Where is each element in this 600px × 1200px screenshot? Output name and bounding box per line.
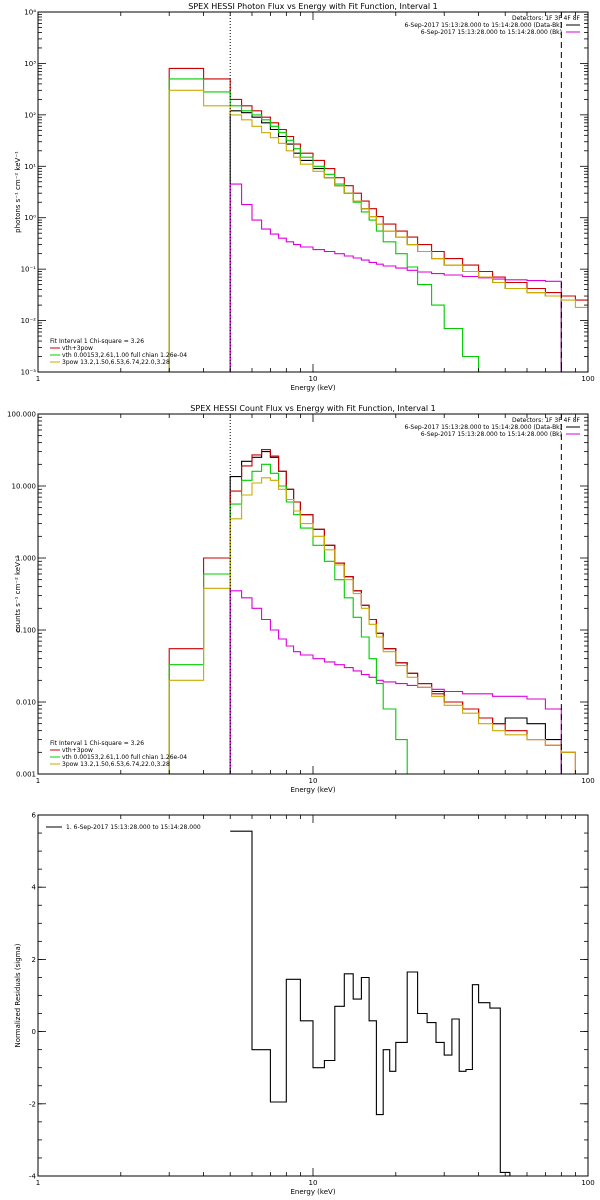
x-tick-label: 10 — [309, 375, 318, 383]
legend-entry: 6-Sep-2017 15:13:28.000 to 15:14:28.000 … — [421, 29, 562, 36]
series-bk — [229, 590, 562, 774]
y-tick-label: 10³ — [24, 60, 36, 68]
series-3pow — [168, 89, 588, 372]
legend-entry: Fit Interval 1 Chi-square = 3.26 — [50, 740, 144, 747]
legend-entry: 6-Sep-2017 15:13:28.000 to 15:14:28.000 … — [421, 431, 562, 438]
legend-entry: vth 0.00153,2.61,1.00 full chian 1.26e-0… — [62, 754, 187, 761]
series-bk — [229, 183, 562, 372]
y-axis-label: photons s⁻¹ cm⁻² keV⁻¹ — [14, 151, 22, 233]
y-tick-label: 0.010 — [16, 699, 36, 707]
x-axis-label: Energy (keV) — [290, 786, 335, 794]
y-tick-label: 1.000 — [16, 555, 36, 563]
y-tick-label: 10⁻¹ — [21, 266, 37, 274]
x-tick-label: 1 — [36, 1179, 40, 1187]
series-vth — [168, 78, 480, 372]
y-tick-label: 10⁰ — [24, 214, 36, 222]
y-axis-label: counts s⁻¹ cm⁻² keV⁻¹ — [14, 555, 22, 632]
chart-title: SPEX HESSI Count Flux vs Energy with Fit… — [190, 404, 435, 413]
y-tick-label: 0.100 — [16, 627, 36, 635]
y-axis-label: Normalized Residuals (sigma) — [14, 943, 22, 1047]
y-tick-label: 4 — [32, 884, 37, 892]
y-tick-label: 0 — [32, 1028, 36, 1036]
y-tick-label: 6 — [32, 812, 37, 820]
y-tick-label: 10⁴ — [24, 9, 36, 17]
legend-entry: Fit Interval 1 Chi-square = 3.26 — [50, 338, 144, 345]
y-tick-label: 10¹ — [24, 163, 36, 171]
legend-entry: 3pow 13.2,1.50,6.53,6.74,22.0,3.28 — [62, 761, 170, 768]
plot-frame — [37, 11, 589, 373]
legend-entry: Detectors: 1F 3F 4F 8F — [512, 417, 581, 424]
chart-panel-3: 1 10 100 -4 -2 0 2 4 6 Energy (keV) Normalized Res… — [14, 812, 595, 1197]
plot-frame — [37, 814, 589, 1177]
legend-entry: 6-Sep-2017 15:13:28.000 to 15:14:28.000 … — [404, 22, 562, 29]
chart-panel-2: SPEX HESSI Count Flux vs Energy with Fit… — [7, 404, 595, 794]
y-tick-label: 10.000 — [12, 483, 37, 491]
x-tick-label: 1 — [36, 375, 40, 383]
legend-entry: vth+3pow — [62, 747, 93, 754]
y-tick-label: 100.000 — [7, 411, 36, 419]
legend-entry: 3pow 13.2,1.50,6.53,6.74,22.0,3.28 — [62, 359, 170, 366]
legend-entry: 1. 6-Sep-2017 15:13:28.000 to 15:14:28.0… — [66, 824, 201, 831]
legend-entry: vth+3pow — [62, 345, 93, 352]
series-vth — [168, 463, 419, 774]
x-tick-label: 10 — [309, 777, 318, 785]
chart-title: SPEX HESSI Photon Flux vs Energy with Fi… — [188, 2, 438, 11]
chart-panel-1: SPEX HESSI Photon Flux vs Energy with Fi… — [14, 2, 595, 392]
series-vth-3pow — [168, 67, 588, 372]
legend-entry: vth 0.00153,2.61,1.00 full chian 1.26e-0… — [62, 352, 187, 359]
y-tick-label: 10⁻³ — [21, 369, 37, 377]
x-tick-label: 10 — [309, 1179, 318, 1187]
y-tick-label: 2 — [32, 956, 36, 964]
x-tick-label: 1 — [36, 777, 40, 785]
y-tick-label: -2 — [29, 1100, 36, 1108]
y-tick-label: 10² — [24, 111, 36, 119]
series-3pow — [168, 477, 576, 774]
legend-entry: 6-Sep-2017 15:13:28.000 to 15:14:28.000 … — [404, 424, 562, 431]
x-tick-label: 100 — [581, 375, 594, 383]
x-tick-label: 100 — [581, 777, 594, 785]
series-residuals — [230, 830, 562, 1176]
legend-entry: Detectors: 1F 3F 4F 8F — [512, 15, 581, 22]
x-axis-label: Energy (keV) — [290, 384, 335, 392]
x-tick-label: 100 — [581, 1179, 594, 1187]
y-tick-label: 0.001 — [16, 771, 36, 779]
y-tick-label: 10⁻² — [21, 317, 37, 325]
y-tick-label: -4 — [29, 1173, 37, 1181]
x-axis-label: Energy (keV) — [290, 1188, 335, 1196]
